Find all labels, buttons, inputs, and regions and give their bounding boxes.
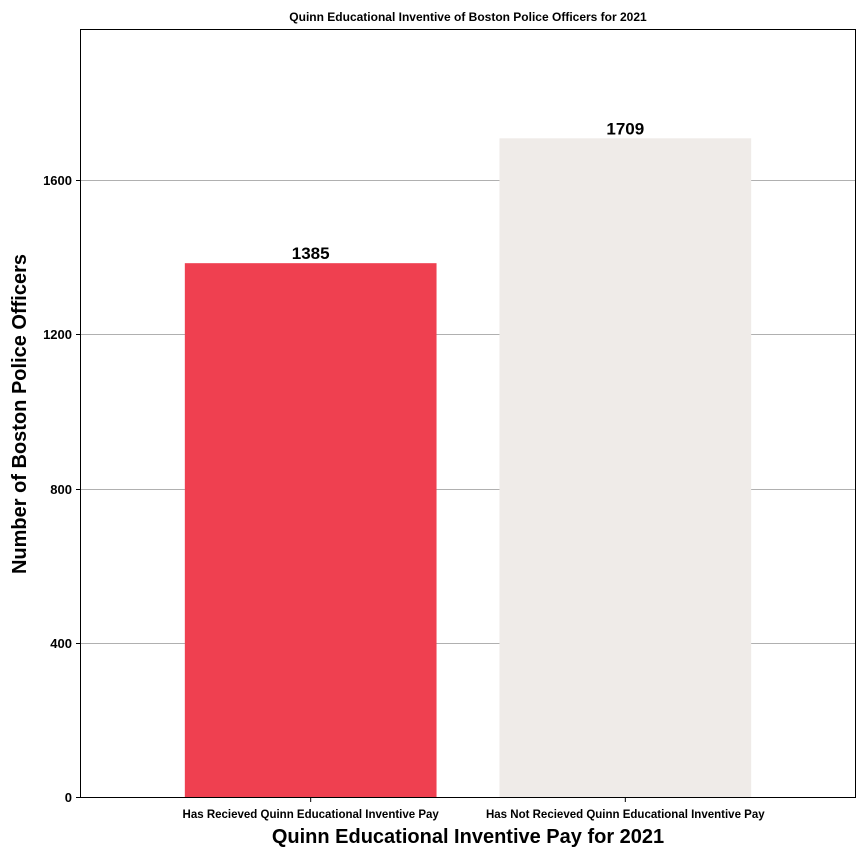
data-labels: 1385 1709 bbox=[292, 119, 644, 263]
x-tick-label: Has Not Recieved Quinn Educational Inven… bbox=[486, 809, 765, 821]
x-axis-label: Quinn Educational Inventive Pay for 2021 bbox=[272, 826, 664, 848]
y-tick-label: 1200 bbox=[43, 327, 72, 342]
y-tick-label: 400 bbox=[50, 636, 72, 651]
y-tick-label: 1600 bbox=[43, 173, 72, 188]
y-axis-ticks: 0 400 800 1200 1600 bbox=[43, 173, 81, 805]
y-tick-label: 0 bbox=[65, 790, 72, 805]
bars bbox=[184, 138, 752, 797]
x-tick-label: Has Recieved Quinn Educational Inventive… bbox=[183, 809, 440, 821]
x-axis-ticks: Has Recieved Quinn Educational Inventive… bbox=[183, 797, 765, 821]
chart-title: Quinn Educational Inventive of Boston Po… bbox=[289, 10, 647, 24]
bar-value-label: 1709 bbox=[606, 119, 644, 138]
bar bbox=[499, 138, 752, 797]
y-axis-label: Number of Boston Police Officers bbox=[9, 254, 31, 574]
y-tick-label: 800 bbox=[50, 482, 72, 497]
bar-value-label: 1385 bbox=[292, 244, 330, 263]
plot-frame bbox=[80, 29, 856, 798]
bar bbox=[184, 263, 437, 797]
